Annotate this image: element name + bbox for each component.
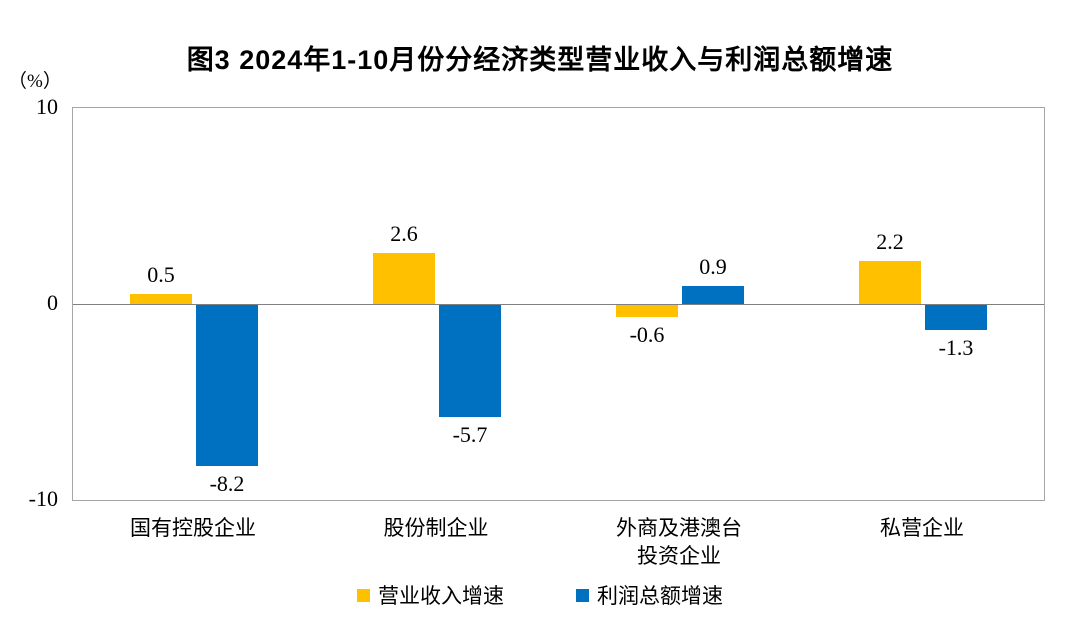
- bar-profit-cat1: [439, 305, 501, 417]
- bar-value-label-revenue-cat2: -0.6: [629, 322, 665, 347]
- y-axis-unit-label: （%）: [8, 71, 62, 92]
- chart-legend: 营业收入增速 利润总额增速: [0, 580, 1080, 610]
- legend-item-revenue: 营业收入增速: [357, 580, 504, 610]
- bar-profit-cat3: [925, 305, 987, 330]
- bar-value-label-revenue-cat0: 0.5: [147, 262, 175, 287]
- plot-area: 0.5 2.6 -0.6 2.2 -8.2 -5.7 0.9 -1.3: [72, 107, 1045, 501]
- bar-revenue-cat2: [616, 305, 678, 317]
- bar-value-label-profit-cat1: -5.7: [452, 422, 488, 447]
- bar-value-label-profit-cat0: -8.2: [209, 471, 245, 496]
- bar-value-label-revenue-cat3: 2.2: [876, 229, 904, 254]
- bar-value-label-profit-cat3: -1.3: [938, 335, 974, 360]
- zero-baseline: [73, 304, 1044, 305]
- bar-revenue-cat0: [130, 294, 192, 304]
- x-category-label-line: 私营企业: [880, 516, 964, 540]
- legend-item-profit: 利润总额增速: [576, 580, 723, 610]
- bar-revenue-cat3: [859, 261, 921, 304]
- bar-profit-cat2: [682, 286, 744, 304]
- x-category-label-line: 股份制企业: [383, 516, 489, 540]
- x-category-label-2: 外商及港澳台 投资企业: [557, 514, 801, 570]
- legend-swatch-profit-icon: [576, 588, 589, 602]
- y-tick--10: -10: [28, 486, 58, 511]
- bar-revenue-cat1: [373, 253, 435, 304]
- x-category-label-1: 股份制企业: [314, 514, 558, 542]
- bar-profit-cat0: [196, 305, 258, 466]
- x-category-label-3: 私营企业: [800, 514, 1044, 542]
- x-category-label-0: 国有控股企业: [71, 514, 315, 542]
- x-category-label-line: 国有控股企业: [130, 516, 256, 540]
- y-tick-0: 0: [47, 290, 58, 315]
- legend-swatch-revenue-icon: [357, 588, 370, 602]
- chart-title: 图3 2024年1-10月份分经济类型营业收入与利润总额增速: [186, 45, 894, 75]
- legend-label-profit: 利润总额增速: [597, 584, 723, 608]
- x-category-label-line: 外商及港澳台: [616, 516, 742, 540]
- bar-value-label-profit-cat2: 0.9: [699, 254, 727, 279]
- y-tick-10: 10: [36, 94, 58, 119]
- bar-value-label-revenue-cat1: 2.6: [390, 221, 418, 246]
- legend-label-revenue: 营业收入增速: [378, 584, 504, 608]
- x-category-label-line: 投资企业: [637, 544, 721, 568]
